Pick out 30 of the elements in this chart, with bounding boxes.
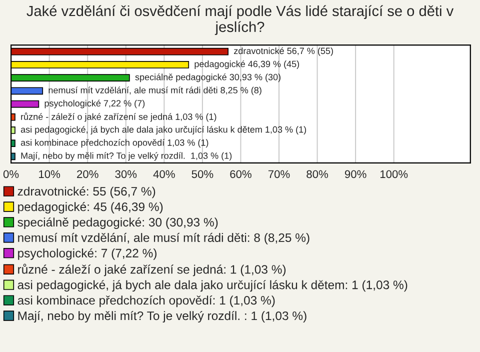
x-tick-label: 30% (115, 170, 137, 178)
data-label: různé - záleží o jaké zařízení se jedná 1,03 % (1) (21, 112, 216, 122)
legend-label: zdravotnické: 55 (56,7 %) (18, 186, 156, 198)
x-tick-label: 40% (153, 170, 175, 178)
legend-label: asi pedagogické, já bych ale dala jako určující lásku k dětem: 1 (1,03 %) (18, 280, 408, 292)
data-label: asi kombinace předchozích opovědí 1,03 % (1) (20, 139, 208, 148)
data-label: asi pedagogické, já bych ale dala jako určující lásku k dětem 1,03 % (1) (20, 126, 306, 134)
x-tick-label: 100% (380, 170, 408, 178)
data-label: psychologické 7,22 % (7) (44, 100, 145, 108)
data-label: zdravotnické 56,7 % (55) (234, 47, 333, 56)
x-tick-label: 80% (306, 170, 328, 178)
x-tick-label: 90% (344, 170, 366, 178)
legend-label: různé - záleží o jaké zařízení se jedná: 1 (1,03 %) (18, 264, 286, 276)
legend-label: psychologické: 7 (7,22 %) (18, 248, 156, 260)
legend-label: pedagogické: 45 (46,39 %) (18, 202, 163, 214)
legend-label: asi kombinace předchozích opovědí: 1 (1,03 %) (18, 296, 275, 308)
legend-label: speciálně pedagogické: 30 (30,93 %) (18, 217, 218, 229)
x-tick-label: 0% (3, 170, 19, 178)
x-tick-label: 20% (77, 170, 98, 178)
x-tick-label: 10% (39, 170, 60, 178)
legend-label: nemusí mít vzdělání, ale musí mít rádi děti: 8 (8,25 %) (18, 232, 310, 244)
chart-title: Jaké vzdělání či osvědčení mají podle Vás lidé starající se o děti v jeslích? (26, 5, 454, 35)
data-label: pedagogické 46,39 % (45) (194, 60, 300, 69)
data-label: nemusí mít vzdělání, ale musí mít rádi děti 8,25 % (8) (48, 86, 262, 96)
x-tick-label: 60% (230, 170, 252, 178)
x-tick-label: 70% (268, 170, 290, 178)
data-label: speciálně pedagogické 30,93 % (30) (135, 74, 280, 82)
data-label: Mají, nebo by měli mít? To je velký rozdíl. 1,03 % (1) (21, 152, 232, 161)
x-tick-label: 50% (192, 170, 214, 178)
legend-label: Mají, nebo by měli mít? To je velký rozdíl. : 1 (1,03 %) (18, 310, 306, 323)
